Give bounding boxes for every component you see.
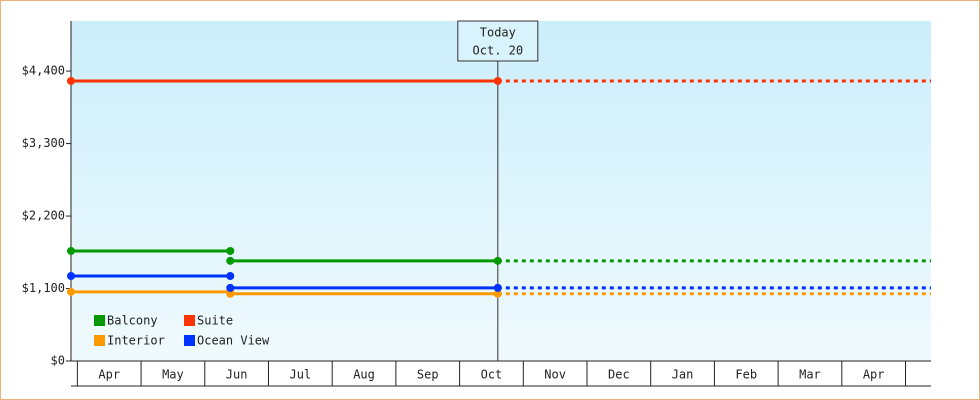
point	[493, 256, 502, 265]
series-line	[71, 249, 498, 263]
legend-label: Suite	[197, 314, 233, 328]
x-tick-label: May	[162, 368, 184, 382]
point	[67, 246, 75, 255]
point	[226, 289, 235, 298]
today-label: Today	[480, 26, 516, 40]
series-line	[71, 274, 498, 290]
x-tick-label: Oct	[481, 368, 503, 382]
x-tick-label: Sep	[417, 368, 439, 382]
y-tick-label: $1,100	[22, 281, 65, 295]
x-tick-label: Aug	[353, 368, 375, 382]
x-tick-label: Feb	[735, 368, 757, 382]
x-tick-label: Jun	[226, 368, 248, 382]
point	[493, 289, 502, 298]
point	[226, 246, 235, 255]
point	[226, 272, 235, 280]
legend-label: Balcony	[107, 314, 158, 328]
today-date: Oct. 20	[473, 44, 524, 58]
legend-swatch	[94, 335, 105, 346]
x-tick-label: Nov	[544, 368, 566, 382]
legend-swatch	[184, 335, 195, 346]
x-tick-label: Apr	[98, 368, 120, 382]
x-tick-label: Jul	[289, 368, 311, 382]
point	[67, 76, 75, 85]
point	[67, 287, 75, 296]
legend-label: Interior	[107, 334, 165, 348]
legend-label: Ocean View	[197, 334, 270, 348]
y-tick-label: $3,300	[22, 136, 65, 150]
series-line	[71, 290, 498, 296]
point	[493, 76, 502, 85]
y-tick-label: $2,200	[22, 209, 65, 223]
today-box	[457, 20, 539, 62]
point	[226, 256, 235, 265]
point	[226, 283, 235, 292]
x-tick-label: Dec	[608, 368, 630, 382]
x-tick-label: Mar	[799, 368, 821, 382]
point	[493, 283, 502, 292]
plot-area	[71, 21, 931, 361]
legend-swatch	[94, 315, 105, 326]
legend-swatch	[184, 315, 195, 326]
y-tick-label: $4,400	[22, 64, 65, 78]
x-tick-label: Apr	[863, 368, 885, 382]
x-tick-label: Jan	[672, 368, 694, 382]
point	[67, 272, 75, 280]
y-tick-label: $0	[51, 354, 65, 368]
